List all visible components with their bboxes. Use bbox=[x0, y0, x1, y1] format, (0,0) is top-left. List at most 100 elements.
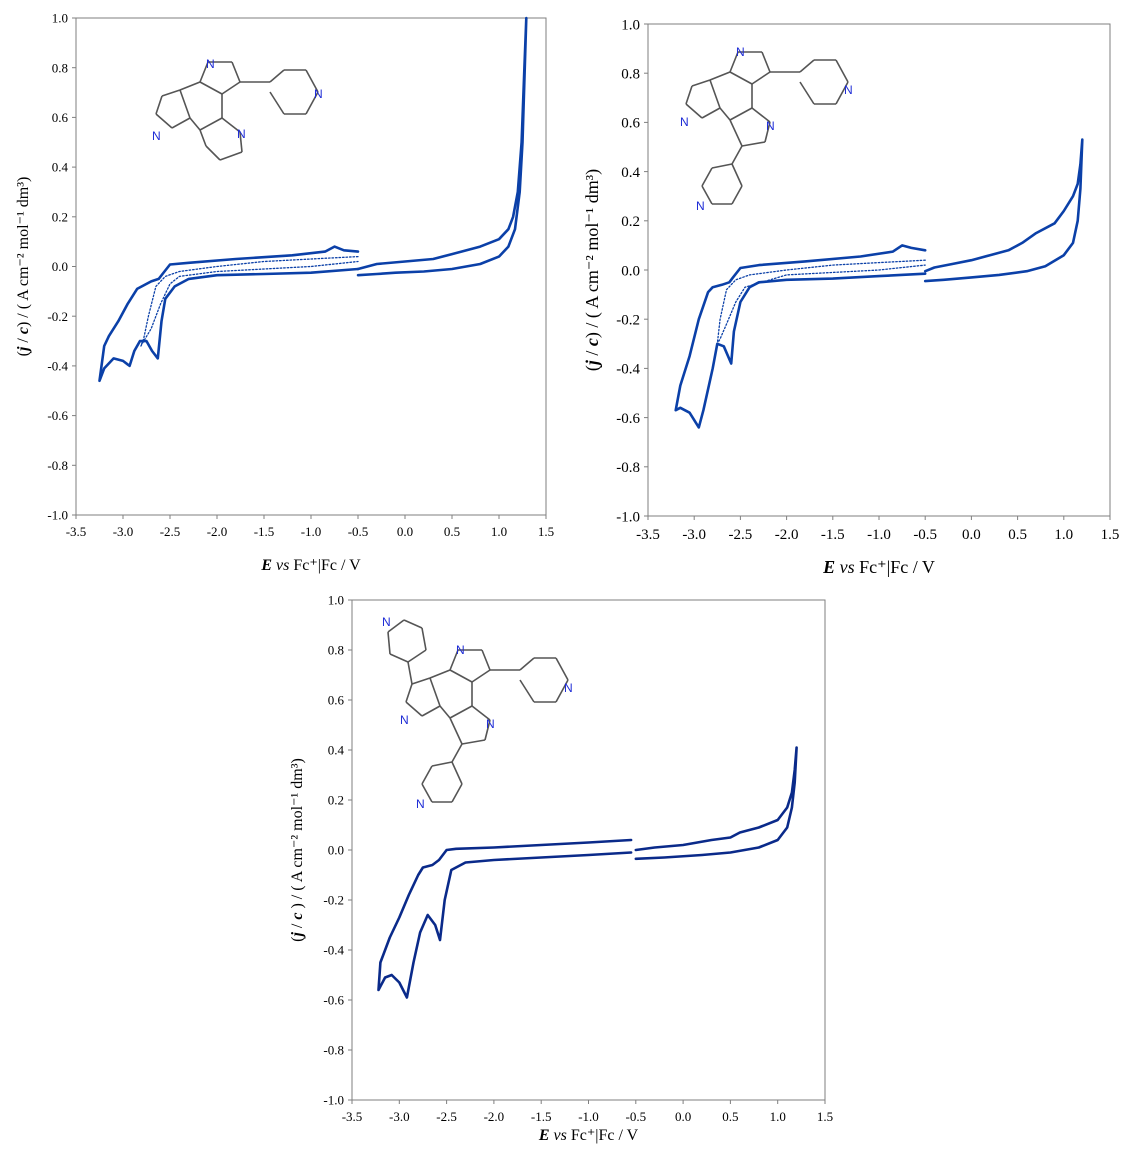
y-axis-title-j: j bbox=[15, 346, 32, 354]
y-tick-label: 1.0 bbox=[52, 11, 68, 26]
y-tick-label: 0.6 bbox=[621, 116, 640, 132]
atom-label: N bbox=[400, 713, 409, 727]
x-tick-label: -1.5 bbox=[821, 527, 845, 543]
plot-frame bbox=[351, 599, 826, 1101]
y-tick-label: -0.8 bbox=[616, 460, 640, 476]
x-tick-label: 1.5 bbox=[538, 524, 554, 539]
y-axis-title-open: ( bbox=[582, 365, 603, 371]
y-axis-title-close: ) bbox=[582, 332, 603, 338]
x-tick-label: 1.5 bbox=[1101, 527, 1120, 543]
x-tick-label: 0.5 bbox=[1008, 527, 1027, 543]
y-axis-title-unit: / ( A cm⁻² mol⁻¹ dm³) bbox=[289, 758, 306, 903]
atom-label: N bbox=[456, 643, 465, 657]
x-tick-label: -3.5 bbox=[342, 1109, 363, 1124]
x-tick-label: -1.0 bbox=[578, 1109, 599, 1124]
plot-frame bbox=[75, 17, 547, 516]
x-tick-label: -3.0 bbox=[113, 524, 134, 539]
y-tick-label: 0.8 bbox=[328, 643, 344, 658]
x-tick-label: -2.5 bbox=[436, 1109, 457, 1124]
x-axis-title: E vs Fc⁺|Fc / V bbox=[538, 1127, 639, 1144]
atom-label: N bbox=[766, 119, 775, 133]
chart-panel-2: N N N N N 1.0 0.8 0.6 0.4 0.2 0.0 -0.2 -0.4 -0.6… bbox=[560, 0, 1129, 585]
y-axis-title: (j / c) / ( A cm⁻² mol⁻¹ dm³) bbox=[15, 177, 32, 357]
x-tick-label: -2.0 bbox=[207, 524, 228, 539]
y-axis-title-c: c bbox=[15, 327, 32, 334]
y-tick-label: -0.6 bbox=[616, 411, 640, 427]
x-axis-title-vs: vs bbox=[272, 557, 289, 574]
y-tick-label: -0.4 bbox=[47, 358, 68, 373]
y-tick-label: 0.2 bbox=[52, 209, 68, 224]
cv-trace-1 bbox=[674, 244, 927, 429]
y-axis-title-close: ) bbox=[15, 322, 32, 327]
y-tick-label: 1.0 bbox=[328, 593, 344, 608]
chart-3-svg: N N N N N N 1.0 0.8 0.6 0.4 0.2 0.0 -0.2 -0.4 -0… bbox=[289, 593, 833, 1144]
x-axis-title: E vs Fc⁺|Fc / V bbox=[822, 557, 935, 577]
x-tick-label: -1.0 bbox=[301, 524, 322, 539]
y-axis-title-unit: / ( A cm⁻² mol⁻¹ dm³) bbox=[15, 177, 32, 322]
molecule-structure-3 bbox=[387, 619, 569, 803]
y-axis-title-slash: / bbox=[15, 334, 32, 346]
atom-label: N bbox=[314, 87, 323, 101]
x-tick-label: -2.5 bbox=[729, 527, 753, 543]
y-tick-label: -0.8 bbox=[323, 1043, 344, 1058]
x-tick-label: -2.0 bbox=[775, 527, 799, 543]
x-tick-label: 0.0 bbox=[962, 527, 981, 543]
y-tick-label: 0.4 bbox=[621, 165, 640, 181]
x-tick-label: 0.5 bbox=[444, 524, 460, 539]
y-tick-label: 0.0 bbox=[52, 259, 68, 274]
x-tick-label: 0.5 bbox=[722, 1109, 738, 1124]
molecule-structure-2 bbox=[685, 51, 849, 205]
cv-trace-1 bbox=[98, 245, 360, 383]
y-axis-title-c: c bbox=[289, 913, 306, 920]
y-tick-label: -0.2 bbox=[323, 893, 344, 908]
y-axis-title-slash: / bbox=[582, 346, 602, 360]
x-tick-label: -2.0 bbox=[484, 1109, 505, 1124]
x-tick-label: -2.5 bbox=[160, 524, 181, 539]
atom-label: N bbox=[152, 129, 161, 143]
cv-trace-1 bbox=[377, 838, 633, 999]
cv-trace-2 bbox=[634, 746, 798, 861]
cv-trace-2 bbox=[716, 259, 926, 345]
atom-label: N bbox=[237, 127, 246, 141]
atom-label: N bbox=[844, 83, 853, 97]
y-tick-label: -1.0 bbox=[616, 509, 640, 525]
y-axis-title-open: ( bbox=[15, 351, 32, 356]
x-tick-label: -0.5 bbox=[913, 527, 937, 543]
x-tick-label: 1.0 bbox=[1054, 527, 1073, 543]
atom-label: N bbox=[680, 115, 689, 129]
y-axis-title-j: j bbox=[289, 932, 306, 940]
x-tick-label: -1.0 bbox=[867, 527, 891, 543]
x-tick-label: -1.5 bbox=[254, 524, 275, 539]
x-axis-title-vs: vs bbox=[835, 557, 855, 577]
x-tick-label: 1.5 bbox=[817, 1109, 833, 1124]
atom-label: N bbox=[564, 681, 573, 695]
y-tick-label: -0.4 bbox=[616, 362, 640, 378]
x-axis-title-symbol: E bbox=[822, 557, 835, 577]
x-tick-label: -0.5 bbox=[626, 1109, 647, 1124]
x-axis-title-vs: vs bbox=[549, 1127, 566, 1144]
chart-panel-1: N N N N 1.0 0.8 0.6 0.4 0.2 0.0 -0.2 -0.4 -0.6 -0… bbox=[0, 0, 560, 580]
y-tick-label: 0.2 bbox=[621, 214, 640, 230]
y-axis-title-close: ) bbox=[289, 903, 306, 912]
y-axis-title: (j / c ) / ( A cm⁻² mol⁻¹ dm³) bbox=[289, 758, 306, 942]
y-tick-label: 0.4 bbox=[52, 160, 69, 175]
y-axis-title-open: ( bbox=[289, 937, 306, 942]
y-tick-label: -0.2 bbox=[47, 309, 68, 324]
chart-2-svg: N N N N N 1.0 0.8 0.6 0.4 0.2 0.0 -0.2 -0.4 -0.6… bbox=[582, 17, 1120, 577]
atom-label: N bbox=[416, 797, 425, 811]
y-tick-label: 0.0 bbox=[621, 263, 640, 279]
x-axis-title: E vs Fc⁺|Fc / V bbox=[260, 557, 361, 574]
x-tick-label: -1.5 bbox=[531, 1109, 552, 1124]
y-tick-label: 0.6 bbox=[328, 693, 345, 708]
y-tick-label: 0.2 bbox=[328, 793, 344, 808]
x-axis-title-unit: Fc⁺|Fc / V bbox=[567, 1127, 639, 1144]
y-tick-label: 1.0 bbox=[621, 17, 640, 33]
x-tick-label: -3.0 bbox=[682, 527, 706, 543]
y-axis-title-j: j bbox=[582, 359, 602, 368]
y-tick-label: 0.0 bbox=[328, 843, 344, 858]
x-tick-label: -3.5 bbox=[636, 527, 660, 543]
y-tick-label: 0.8 bbox=[52, 60, 68, 75]
x-axis-title-symbol: E bbox=[538, 1127, 550, 1144]
y-tick-label: -0.2 bbox=[616, 312, 640, 328]
y-axis-title-unit: / ( A cm⁻² mol⁻¹ dm³) bbox=[582, 169, 603, 332]
